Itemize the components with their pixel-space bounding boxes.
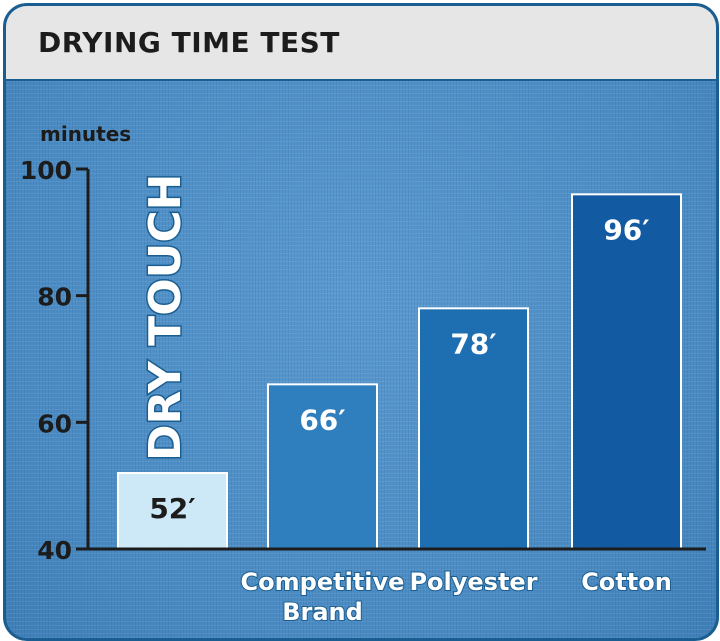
x-category-label: Brand	[282, 598, 363, 626]
bar	[267, 383, 378, 551]
bar-chart: minutes 40 60 80 100 52′ 66′ 78′ 96′ DRY TOUCH Co…	[20, 122, 706, 627]
bar-value-label: 52′	[149, 492, 195, 525]
y-tick-label: 80	[37, 283, 72, 312]
y-axis-label: minutes	[40, 122, 131, 146]
chart-title: DRYING TIME TEST	[38, 26, 340, 59]
bar	[117, 472, 228, 550]
y-tick-label: 60	[37, 409, 72, 438]
y-tick-label: 40	[37, 536, 72, 565]
brand-label-dry-touch: DRY TOUCH	[140, 174, 191, 461]
y-tick-label: 100	[20, 156, 72, 185]
bar-value-label: 66′	[299, 403, 345, 436]
bar-value-label: 78′	[450, 327, 496, 360]
bar-value-label: 96′	[603, 213, 649, 246]
chart-card: DRYING TIME TEST minutes 40 60 80 100 52′ 66′…	[3, 3, 719, 641]
bar	[571, 193, 682, 550]
x-category-label: Cotton	[581, 568, 672, 596]
x-category-label: Polyester	[409, 568, 537, 596]
x-category-label: Competitive	[241, 568, 405, 596]
bar	[418, 307, 529, 551]
chart-header: DRYING TIME TEST	[6, 6, 716, 81]
